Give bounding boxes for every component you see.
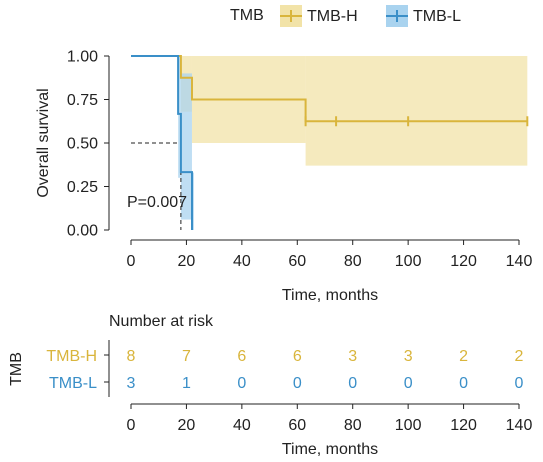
risk-x-tick-label-80: 80 (344, 417, 362, 434)
risk-value-tmb-l-40: 0 (237, 375, 246, 392)
y-tick-label-0.25: 0.25 (67, 179, 98, 196)
risk-value-tmb-h-80: 3 (348, 348, 357, 365)
risk-value-tmb-h-0: 8 (127, 348, 136, 365)
risk-y-axis-label: TMB (8, 352, 25, 386)
risk-x-tick-label-100: 100 (395, 417, 422, 434)
risk-x-axis-label: Time, months (282, 441, 378, 458)
risk-value-tmb-h-120: 2 (459, 348, 468, 365)
risk-x-tick-label-140: 140 (506, 417, 533, 434)
y-tick-label-0.50: 0.50 (67, 136, 98, 153)
y-tick-label-1.00: 1.00 (67, 49, 98, 66)
risk-x-tick-label-40: 40 (233, 417, 251, 434)
legend-title: TMB (230, 7, 264, 24)
x-tick-label-100: 100 (395, 253, 422, 270)
x-tick-label-20: 20 (178, 253, 196, 270)
ci-band-tmb-h-2 (305, 56, 528, 166)
risk-value-tmb-h-140: 2 (515, 348, 524, 365)
legend: TMB TMB-H TMB-L (230, 5, 461, 27)
km-plot: 0.00 0.25 0.50 0.75 1.00 0 20 40 60 80 100 120 140 P… (35, 49, 532, 305)
risk-value-tmb-l-100: 0 (404, 375, 413, 392)
risk-axis-ticks: 0 20 40 60 80 100 120 140 (127, 404, 533, 434)
risk-table: Number at risk TMB-H TMB-L 8 7 6 6 3 3 2 23 1 0 0 0… (8, 313, 532, 458)
x-tick-label-40: 40 (233, 253, 251, 270)
ci-bands (178, 56, 528, 230)
km-axis-ticks: 0.00 0.25 0.50 0.75 1.00 0 20 40 60 80 100 120 140 (67, 49, 533, 271)
risk-table-title: Number at risk (109, 313, 214, 330)
risk-value-tmb-h-60: 6 (293, 348, 302, 365)
y-tick-label-0.00: 0.00 (67, 223, 98, 240)
risk-values: 8 7 6 6 3 3 2 2 3 1 0 0 0 0 0 0 (127, 348, 524, 392)
survival-curves (131, 55, 529, 230)
x-tick-label-0: 0 (127, 253, 136, 270)
risk-x-tick-label-0: 0 (127, 417, 136, 434)
ci-band-tmb-l-0 (178, 56, 181, 178)
ci-band-tmb-l-1 (180, 73, 192, 220)
legend-label-tmb-l: TMB-L (413, 8, 461, 25)
risk-value-tmb-l-20: 1 (182, 375, 191, 392)
risk-value-tmb-l-0: 3 (127, 375, 136, 392)
x-tick-label-120: 120 (450, 253, 477, 270)
risk-value-tmb-h-40: 6 (237, 348, 246, 365)
risk-value-tmb-l-140: 0 (515, 375, 524, 392)
risk-label-tmb-h: TMB-H (46, 348, 97, 365)
risk-value-tmb-h-100: 3 (404, 348, 413, 365)
x-tick-label-80: 80 (344, 253, 362, 270)
risk-label-tmb-l: TMB-L (49, 375, 97, 392)
x-tick-label-60: 60 (288, 253, 306, 270)
risk-value-tmb-l-120: 0 (459, 375, 468, 392)
risk-value-tmb-l-60: 0 (293, 375, 302, 392)
x-tick-label-140: 140 (506, 253, 533, 270)
risk-value-tmb-l-80: 0 (348, 375, 357, 392)
y-tick-label-0.75: 0.75 (67, 92, 98, 109)
legend-label-tmb-h: TMB-H (307, 8, 358, 25)
risk-value-tmb-h-20: 7 (182, 348, 191, 365)
risk-x-tick-label-60: 60 (288, 417, 306, 434)
risk-x-tick-label-120: 120 (450, 417, 477, 434)
survival-curve-tmb-l (131, 55, 193, 230)
km-y-axis-label: Overall survival (35, 88, 52, 197)
p-value-annotation: P=0.007 (127, 194, 187, 211)
km-x-axis-label: Time, months (282, 287, 378, 304)
risk-x-tick-label-20: 20 (178, 417, 196, 434)
